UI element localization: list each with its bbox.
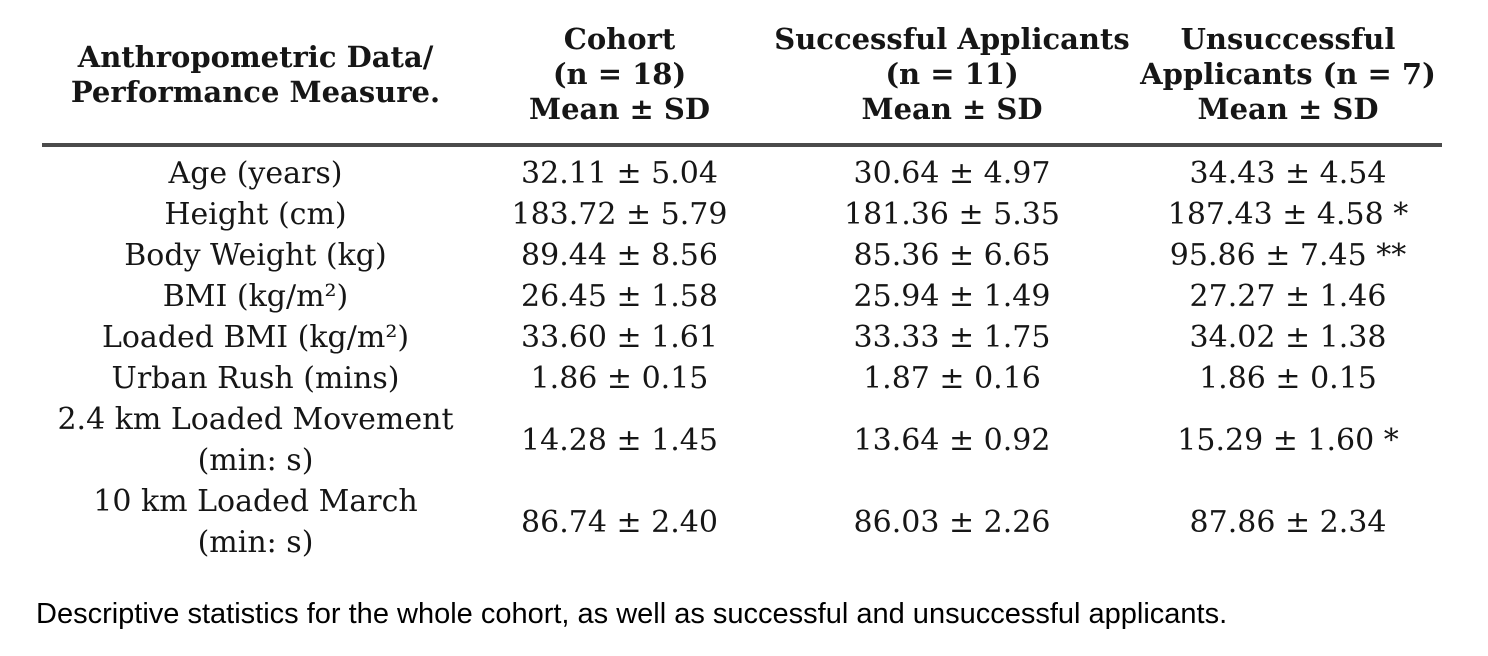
cell-cohort: 32.11 ± 5.04 xyxy=(521,156,718,191)
table-header: Anthropometric Data/ Performance Measure… xyxy=(42,16,1442,147)
cell-successful: 181.36 ± 5.35 xyxy=(844,197,1060,232)
table-row-age: Age (years) 32.11 ± 5.04 30.64 ± 4.97 34… xyxy=(42,145,1442,194)
table-row-bmi: BMI (kg/m²) 26.45 ± 1.58 25.94 ± 1.49 27… xyxy=(42,276,1442,317)
cell-successful: 86.03 ± 2.26 xyxy=(853,504,1051,540)
cell-cohort: 86.74 ± 2.40 xyxy=(521,504,718,540)
cell-cohort: 33.60 ± 1.61 xyxy=(521,320,718,355)
table-body: Age (years) 32.11 ± 5.04 30.64 ± 4.97 34… xyxy=(42,145,1442,563)
cell-unsuccessful: 34.43 ± 4.54 xyxy=(1189,156,1387,191)
cell-successful: 30.64 ± 4.97 xyxy=(853,156,1051,191)
cell-unsuccessful: 95.86 ± 7.45 ** xyxy=(1169,238,1407,273)
row-label: Urban Rush (mins) xyxy=(111,361,400,396)
cell-successful: 85.36 ± 6.65 xyxy=(853,238,1051,273)
row-label: Height (cm) xyxy=(164,197,347,232)
cell-successful: 1.87 ± 0.16 xyxy=(863,361,1041,396)
cell-successful: 33.33 ± 1.75 xyxy=(853,320,1051,355)
descriptive-statistics-table: Anthropometric Data/ Performance Measure… xyxy=(42,16,1442,563)
col-header-unsuccessful: Unsuccessful Applicants (n = 7) Mean ± S… xyxy=(1134,16,1442,147)
cell-cohort: 1.86 ± 0.15 xyxy=(530,361,709,396)
col-header-cohort: Cohort (n = 18) Mean ± SD xyxy=(469,16,770,147)
row-label: 2.4 km Loaded Movement (min: s) xyxy=(57,402,454,478)
cell-unsuccessful: 15.29 ± 1.60 * xyxy=(1177,422,1399,458)
table-row-loaded-bmi: Loaded BMI (kg/m²) 33.60 ± 1.61 33.33 ± … xyxy=(42,317,1442,358)
row-label: Body Weight (kg) xyxy=(124,238,387,273)
row-label: BMI (kg/m²) xyxy=(162,279,349,314)
row-label: Age (years) xyxy=(168,156,343,191)
table-caption: Descriptive statistics for the whole coh… xyxy=(36,598,1228,630)
col-header-successful: Successful Applicants (n = 11) Mean ± SD xyxy=(770,16,1134,147)
cell-successful: 13.64 ± 0.92 xyxy=(853,422,1051,458)
table-row-loaded-movement: 2.4 km Loaded Movement (min: s) 14.28 ± … xyxy=(42,399,1442,481)
row-label: 10 km Loaded March (min: s) xyxy=(93,484,418,560)
cell-unsuccessful: 1.86 ± 0.15 xyxy=(1199,361,1377,396)
cell-unsuccessful: 34.02 ± 1.38 xyxy=(1189,320,1387,355)
cell-cohort: 183.72 ± 5.79 xyxy=(511,197,728,232)
table-row-height: Height (cm) 183.72 ± 5.79 181.36 ± 5.35 … xyxy=(42,194,1442,235)
table-row-urban-rush: Urban Rush (mins) 1.86 ± 0.15 1.87 ± 0.1… xyxy=(42,358,1442,399)
header-row: Anthropometric Data/ Performance Measure… xyxy=(42,16,1442,147)
table-row-body-weight: Body Weight (kg) 89.44 ± 8.56 85.36 ± 6.… xyxy=(42,235,1442,276)
cell-unsuccessful: 27.27 ± 1.46 xyxy=(1189,279,1387,314)
cell-cohort: 26.45 ± 1.58 xyxy=(521,279,718,314)
col-header-measure: Anthropometric Data/ Performance Measure… xyxy=(42,16,469,147)
cell-unsuccessful: 187.43 ± 4.58 * xyxy=(1167,197,1409,232)
table-row-loaded-march: 10 km Loaded March (min: s) 86.74 ± 2.40… xyxy=(42,481,1442,563)
cell-unsuccessful: 87.86 ± 2.34 xyxy=(1189,504,1387,540)
cell-successful: 25.94 ± 1.49 xyxy=(853,279,1051,314)
row-label: Loaded BMI (kg/m²) xyxy=(101,320,410,355)
cell-cohort: 14.28 ± 1.45 xyxy=(521,422,718,458)
cell-cohort: 89.44 ± 8.56 xyxy=(521,238,718,273)
